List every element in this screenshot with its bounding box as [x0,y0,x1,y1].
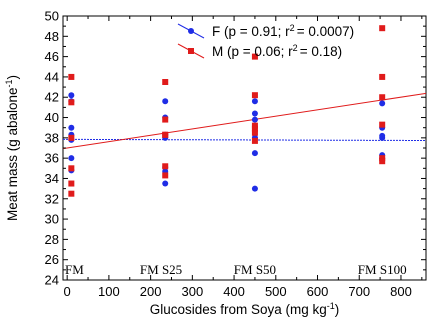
group-label: FM S50 [234,262,276,277]
point-f [68,124,75,131]
y-tick-label: 34 [45,171,59,186]
point-f [251,110,258,117]
x-tick-label: 700 [348,284,370,299]
point-f [251,116,258,123]
y-tick-label: 36 [45,151,59,166]
x-tick-label: 400 [223,284,245,299]
legend-label-m: M (p = 0.06; r2 = 0.18) [212,43,342,59]
y-tick-label: 40 [45,110,59,125]
point-f [68,155,75,162]
y-tick-label: 26 [45,252,59,267]
point-m [68,165,75,172]
point-m [379,25,386,32]
legend-marker-f [188,28,194,34]
point-f [379,132,386,139]
point-f [379,100,386,107]
point-m [251,92,258,99]
point-f [162,180,169,187]
fit-line-m [62,92,427,150]
point-m [162,79,169,85]
y-tick-label: 32 [45,191,59,206]
group-label: FM [65,262,84,277]
point-m [68,73,75,80]
data-points [68,25,386,197]
y-tick-label: 48 [45,29,59,44]
y-tick-label: 38 [45,130,59,145]
point-m [379,158,386,165]
point-f [251,150,258,157]
point-m [68,190,75,197]
y-tick-label: 44 [45,69,59,84]
y-tick-label: 24 [45,273,59,288]
x-tick-label: 600 [307,284,329,299]
group-label: FM S25 [140,262,182,277]
point-m [251,125,258,132]
group-labels: FM FM S25 FM S50 FM S100 [65,262,407,277]
legend-marker-m [188,48,194,54]
y-tick-label: 28 [45,232,59,247]
plot-frame [62,15,427,281]
point-m [379,94,386,101]
y-axis-ticks: 24 26 28 30 32 34 36 38 40 42 44 46 48 50 [45,9,426,288]
x-tick-label: 0 [64,284,71,299]
point-f [68,92,75,99]
fit-lines [62,92,427,150]
x-tick-label: 300 [181,284,203,299]
point-m [162,131,169,138]
x-tick-label: 500 [265,284,287,299]
y-tick-label: 50 [45,9,59,24]
point-m [251,129,258,136]
y-axis-label: Meat mass (g abalone-1) [4,75,20,221]
point-f [251,185,258,192]
y-tick-label: 42 [45,90,59,105]
group-label: FM S100 [358,262,407,277]
legend: F (p = 0.91; r2 = 0.0007) M (p = 0.06; r2 =… [177,23,354,59]
x-tick-label: 100 [98,284,120,299]
point-f [162,98,169,105]
point-m [162,172,169,179]
legend-label-f: F (p = 0.91; r2 = 0.0007) [212,23,354,39]
y-tick-label: 30 [45,212,59,227]
point-m [251,137,258,144]
point-m [162,116,169,123]
x-axis-ticks: 0 100 200 300 400 500 600 700 800 [64,16,423,299]
point-f [251,98,258,105]
point-m [379,121,386,128]
point-m [251,122,258,129]
point-m [68,134,75,141]
point-m [379,73,386,80]
point-m [68,180,75,187]
x-tick-label: 800 [390,284,412,299]
y-tick-label: 46 [45,49,59,64]
x-tick-label: 200 [140,284,162,299]
point-m [251,53,258,60]
plot-area [62,15,427,281]
point-m [379,155,386,162]
x-axis-label: Glucosides from Soya (mg kg-1) [150,301,340,317]
point-m [68,99,75,106]
point-m [162,163,169,170]
